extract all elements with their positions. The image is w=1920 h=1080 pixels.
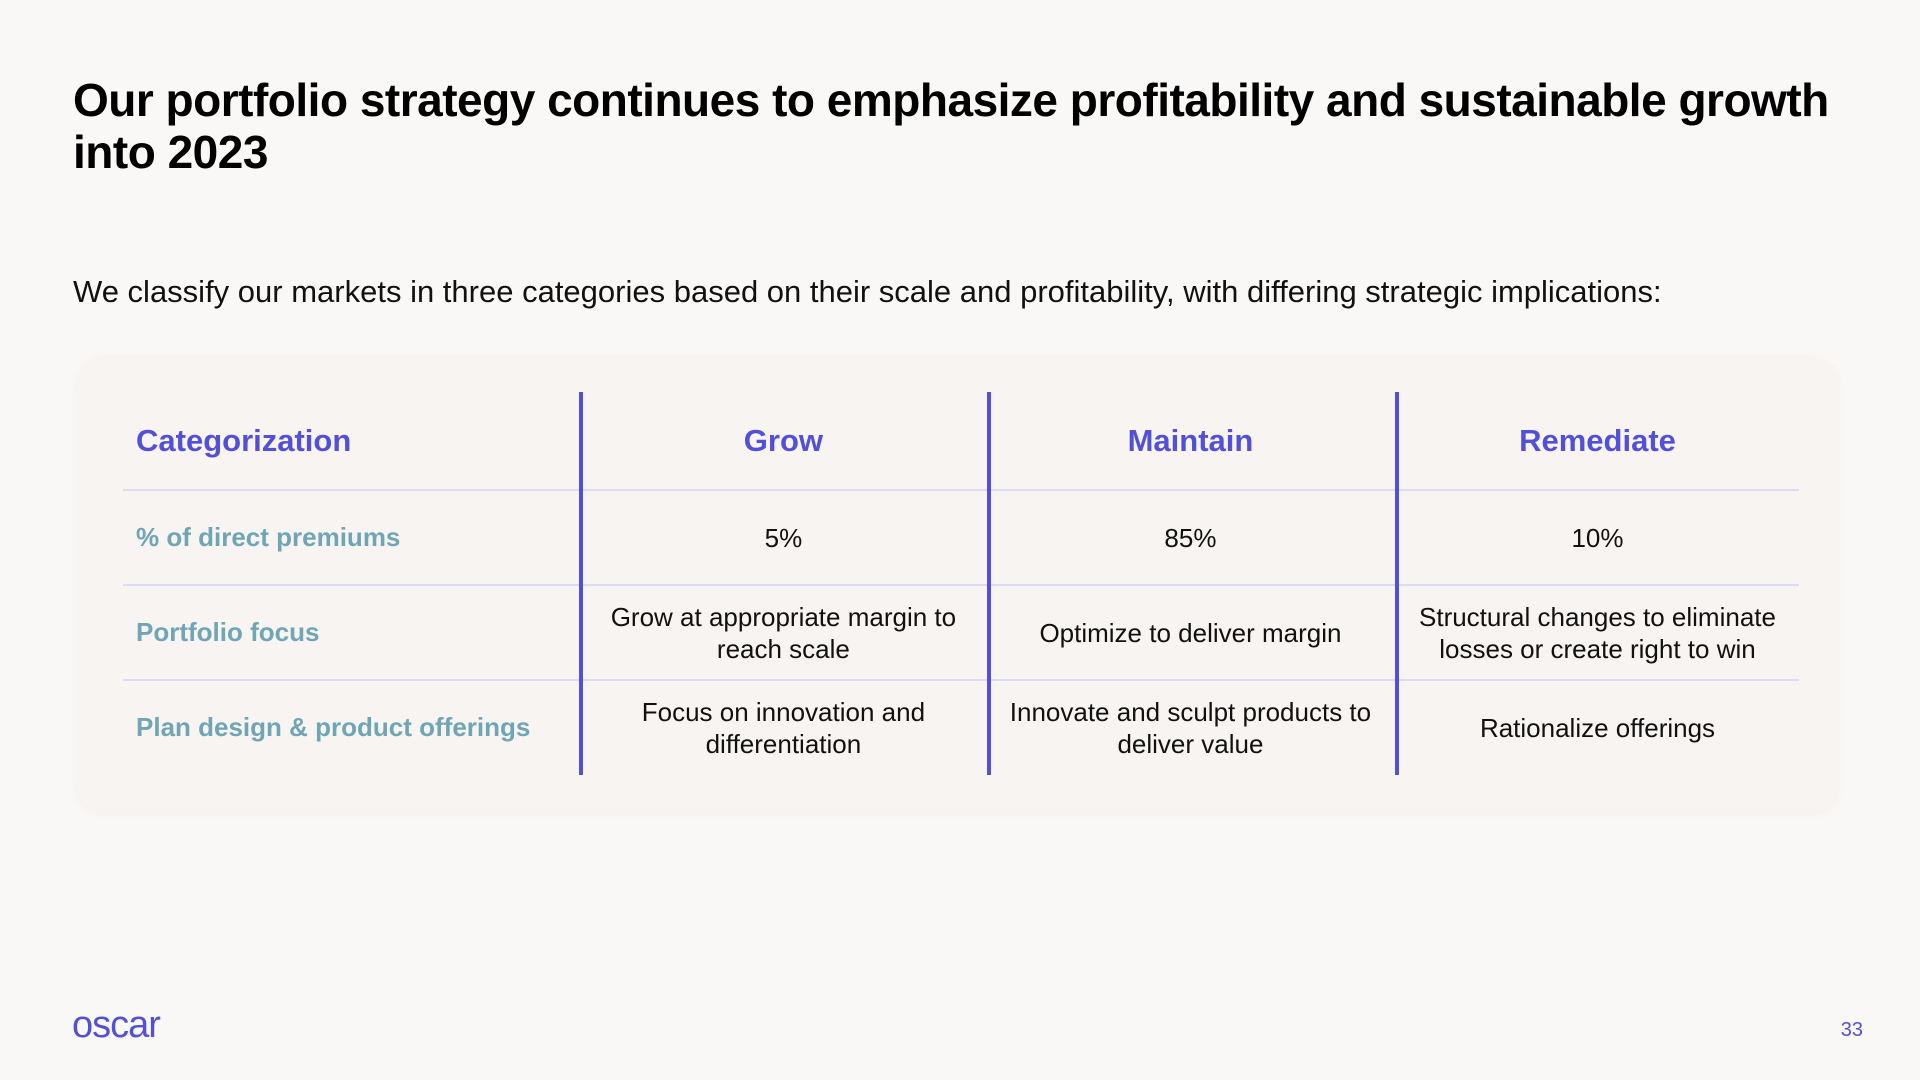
- maintain-cell: 85%: [989, 490, 1392, 585]
- maintain-cell: Optimize to deliver margin: [989, 585, 1392, 680]
- strategy-table-card: Categorization Grow Maintain Remediate %…: [76, 356, 1839, 813]
- table-header-row: Categorization Grow Maintain Remediate: [123, 392, 1799, 490]
- header-grow: Grow: [582, 392, 985, 490]
- row-divider: [123, 584, 1799, 586]
- slide-title: Our portfolio strategy continues to emph…: [73, 74, 1829, 178]
- cell-value: 10%: [1571, 522, 1624, 553]
- cell-value: 5%: [764, 522, 803, 553]
- maintain-cell: Innovate and sculpt products to deliver …: [989, 680, 1392, 775]
- strategy-table: Categorization Grow Maintain Remediate %…: [123, 392, 1799, 775]
- remediate-cell: 10%: [1396, 490, 1799, 585]
- table-row: % of direct premiums 5% 85% 10%: [123, 490, 1799, 585]
- header-maintain: Maintain: [989, 392, 1392, 490]
- column-divider: [579, 392, 583, 775]
- header-remediate: Remediate: [1396, 392, 1799, 490]
- cell-value: Innovate and sculpt products to deliver …: [1009, 696, 1372, 759]
- page-number: 33: [1840, 1019, 1863, 1041]
- row-divider: [123, 679, 1799, 681]
- slide-subtitle: We classify our markets in three categor…: [73, 274, 1662, 309]
- row-label-cell: Portfolio focus: [123, 585, 578, 680]
- row-label-cell: % of direct premiums: [123, 490, 578, 585]
- remediate-cell: Rationalize offerings: [1396, 680, 1799, 775]
- header-label: Maintain: [1127, 423, 1254, 458]
- grow-cell: 5%: [582, 490, 985, 585]
- table-row: Plan design & product offerings Focus on…: [123, 680, 1799, 775]
- row-label: % of direct premiums: [136, 522, 401, 552]
- grow-cell: Grow at appropriate margin to reach scal…: [582, 585, 985, 680]
- header-label: Categorization: [136, 423, 352, 458]
- column-divider: [987, 392, 991, 775]
- cell-value: Structural changes to eliminate losses o…: [1419, 601, 1776, 664]
- cell-value: Focus on innovation and differentiation: [641, 696, 926, 759]
- cell-value: 85%: [1164, 522, 1217, 553]
- cell-value: Grow at appropriate margin to reach scal…: [610, 601, 957, 664]
- row-label-cell: Plan design & product offerings: [123, 680, 578, 775]
- header-label: Grow: [743, 423, 824, 458]
- oscar-logo: oscar: [72, 1004, 161, 1046]
- grow-cell: Focus on innovation and differentiation: [582, 680, 985, 775]
- header-label: Remediate: [1519, 423, 1676, 458]
- column-divider: [1395, 392, 1399, 775]
- header-categorization: Categorization: [123, 392, 578, 490]
- table-row: Portfolio focus Grow at appropriate marg…: [123, 585, 1799, 680]
- row-divider: [123, 489, 1799, 491]
- cell-value: Rationalize offerings: [1479, 712, 1716, 743]
- row-label: Plan design & product offerings: [136, 712, 531, 742]
- remediate-cell: Structural changes to eliminate losses o…: [1396, 585, 1799, 680]
- row-label: Portfolio focus: [136, 617, 320, 647]
- cell-value: Optimize to deliver margin: [1039, 617, 1342, 648]
